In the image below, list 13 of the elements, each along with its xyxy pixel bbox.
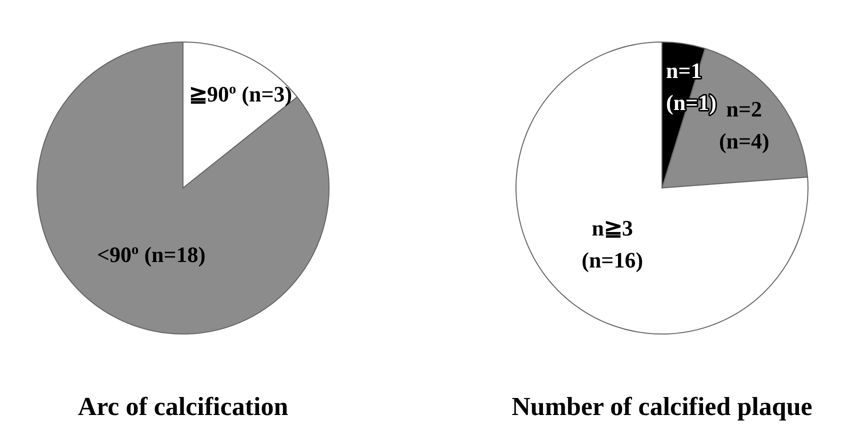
data-label: (n=3) <box>242 81 292 106</box>
slice-label: n=1 <box>666 58 702 84</box>
pie-slice <box>36 42 330 334</box>
data-label: (n=18) <box>144 242 206 267</box>
slice-label: <90$^{o}$ <box>97 242 139 267</box>
data-label: (n=16) <box>582 248 644 273</box>
pie-slice <box>516 42 808 334</box>
slice-label: ≧90$^{o}$ <box>189 81 236 106</box>
text: Arc of calcification <box>78 392 289 421</box>
text: Number of calcified plaque <box>512 392 812 421</box>
slice-label: n≧3 <box>592 216 633 241</box>
slice-label: n=2 <box>726 96 762 122</box>
data-label: (n=4) <box>718 128 770 154</box>
